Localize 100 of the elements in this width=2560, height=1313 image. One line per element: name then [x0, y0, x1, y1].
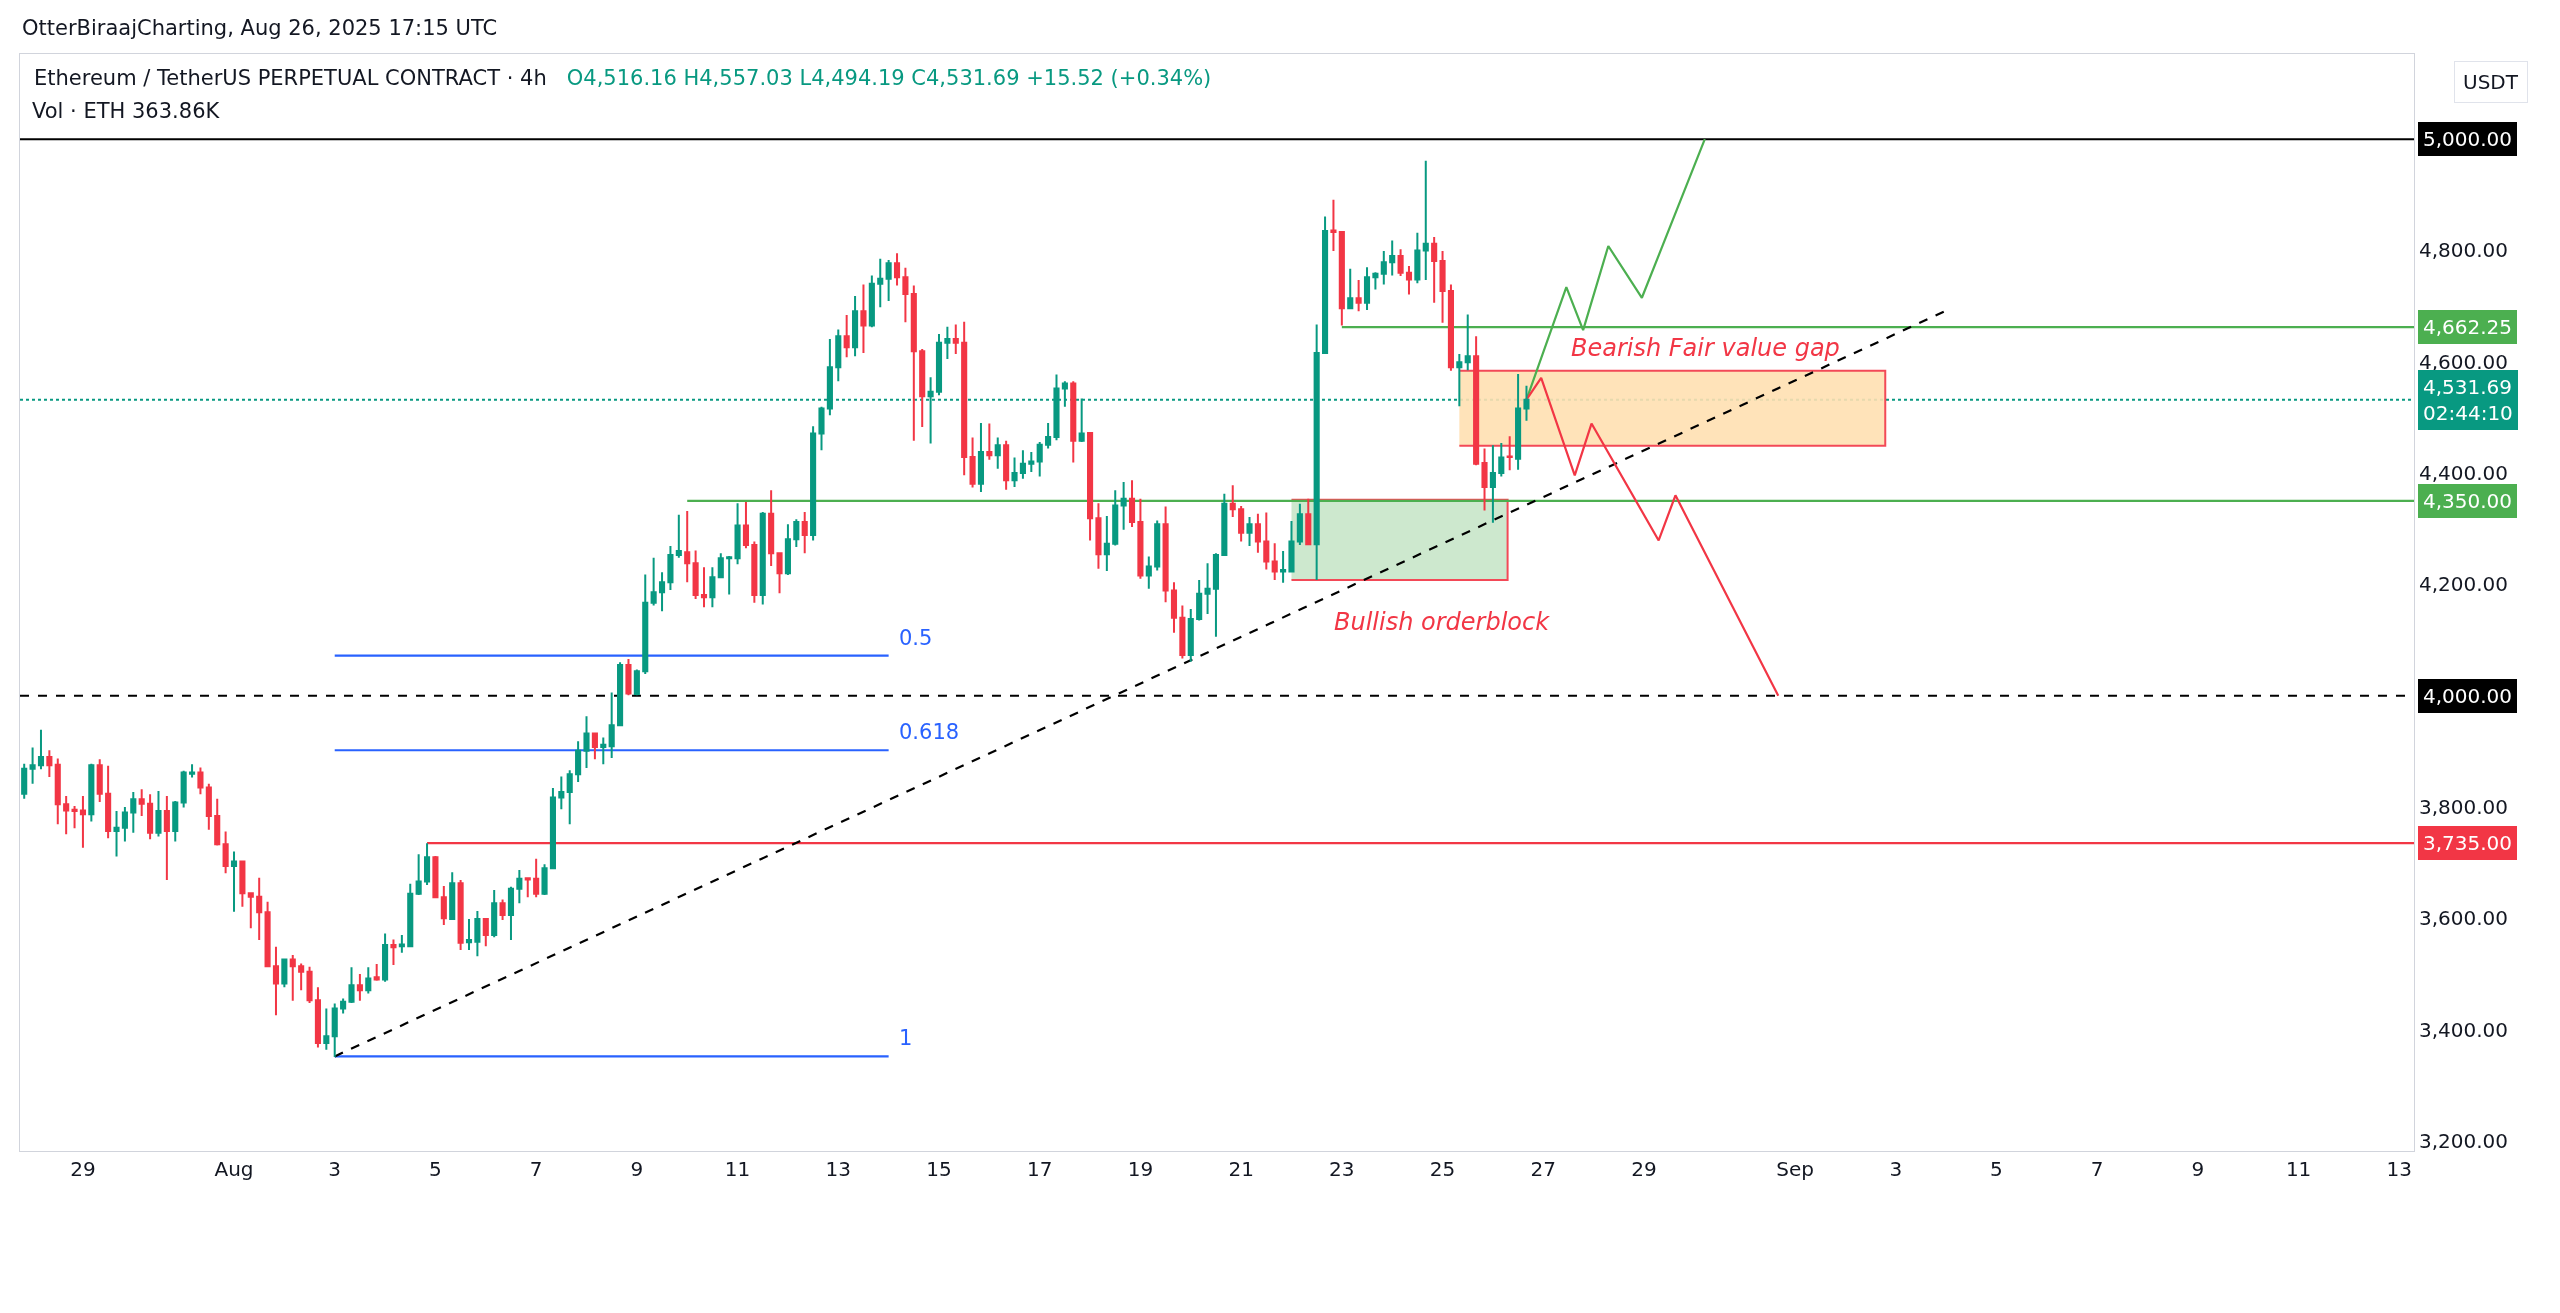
candlestick — [21, 762, 28, 800]
candlestick — [449, 871, 456, 922]
y-axis-title: USDT — [2463, 70, 2519, 94]
candlestick — [969, 436, 976, 489]
candlestick — [121, 806, 128, 843]
candlestick — [667, 545, 674, 591]
candlestick — [919, 347, 926, 428]
candlestick — [1137, 497, 1144, 580]
candlestick — [1128, 479, 1136, 529]
candlestick — [323, 1007, 330, 1051]
candlestick — [256, 876, 263, 942]
candlestick — [214, 797, 221, 847]
ref-line-label: 5,000.00 — [2423, 127, 2513, 151]
candlestick — [29, 746, 36, 785]
candlestick — [994, 436, 1001, 470]
candlestick — [507, 885, 515, 942]
candlestick — [1246, 516, 1253, 548]
candlestick — [289, 954, 296, 1002]
candlestick — [1179, 604, 1186, 660]
candlestick — [188, 763, 196, 779]
candlestick — [1011, 456, 1018, 489]
candlestick — [776, 552, 783, 595]
candlestick — [390, 938, 397, 967]
candlestick — [860, 283, 867, 354]
candlestick — [432, 855, 439, 900]
x-tick-label: Sep — [1776, 1157, 1814, 1181]
candlestick — [1439, 250, 1446, 324]
candlestick — [1431, 236, 1438, 304]
candlestick — [356, 973, 363, 1002]
candlestick — [524, 876, 531, 899]
candlestick — [810, 425, 817, 542]
candlestick — [1271, 542, 1278, 581]
candlestick — [1263, 511, 1270, 571]
x-tick-label: 5 — [429, 1157, 442, 1181]
candlestick — [650, 556, 657, 607]
candlestick — [944, 325, 951, 360]
y-tick-label: 3,600.00 — [2419, 906, 2509, 931]
candlestick — [1464, 313, 1471, 372]
x-tick-label: 5 — [1990, 1157, 2003, 1181]
candlestick — [1187, 607, 1194, 663]
x-tick-label: 3 — [328, 1157, 342, 1181]
series-label: 0.5 — [899, 626, 933, 650]
y-tick-label: 4,400.00 — [2419, 461, 2509, 486]
annotation: Bearish Fair value gap — [1571, 334, 1840, 362]
candlestick — [1196, 578, 1203, 622]
y-tick-label: 4,600.00 — [2419, 349, 2509, 374]
candlestick — [172, 799, 179, 843]
candlestick — [1338, 231, 1345, 327]
candlestick — [1036, 440, 1043, 478]
candlestick — [516, 868, 523, 905]
candlestick — [1296, 502, 1303, 546]
candlestick — [692, 549, 699, 600]
candlestick — [440, 885, 447, 927]
y-tick-label: 4,800.00 — [2419, 238, 2509, 263]
candlestick — [1489, 444, 1496, 524]
candlestick — [1523, 384, 1530, 422]
candlestick — [726, 555, 733, 596]
candlestick — [549, 787, 556, 870]
candlestick — [835, 328, 842, 383]
candlestick — [818, 405, 825, 452]
candlestick — [54, 757, 61, 826]
candlestick — [348, 966, 355, 1004]
candlestick — [230, 850, 238, 913]
candlestick — [852, 295, 859, 358]
candlestick — [1355, 278, 1362, 313]
series-label: 0.618 — [899, 720, 960, 744]
candlestick — [885, 258, 892, 303]
candlestick — [893, 252, 901, 287]
candlestick — [759, 511, 766, 606]
candlestick — [700, 566, 708, 609]
candlestick — [298, 962, 305, 992]
x-tick-label: 29 — [70, 1157, 96, 1181]
candlestick — [1405, 265, 1413, 296]
x-tick-label: Aug — [214, 1157, 254, 1181]
candlestick — [868, 274, 875, 329]
candlestick — [1372, 271, 1379, 291]
candlestick — [272, 945, 280, 1017]
candlestick — [340, 997, 347, 1015]
candlestick — [566, 769, 573, 826]
candlestick — [1515, 373, 1522, 471]
candlestick — [1389, 239, 1396, 277]
candlestick — [1238, 504, 1245, 543]
candlestick — [558, 775, 565, 811]
x-tick-label: 11 — [2285, 1157, 2312, 1181]
candlestick — [751, 540, 758, 604]
x-tick-label: 27 — [1530, 1157, 1556, 1181]
candlestick — [591, 732, 598, 761]
candlestick — [533, 857, 540, 899]
candlestick — [717, 552, 724, 580]
candlestick — [491, 888, 498, 939]
candlestick — [63, 794, 70, 836]
x-tick-label: 19 — [1127, 1157, 1154, 1181]
candlestick — [1229, 484, 1236, 519]
candlestick — [1414, 231, 1421, 285]
candlestick — [465, 917, 473, 952]
x-tick-label: 13 — [825, 1157, 852, 1181]
candlestick — [1087, 430, 1094, 542]
candlestick — [46, 749, 53, 778]
candlestick — [1145, 555, 1152, 590]
candlestick — [314, 986, 321, 1049]
